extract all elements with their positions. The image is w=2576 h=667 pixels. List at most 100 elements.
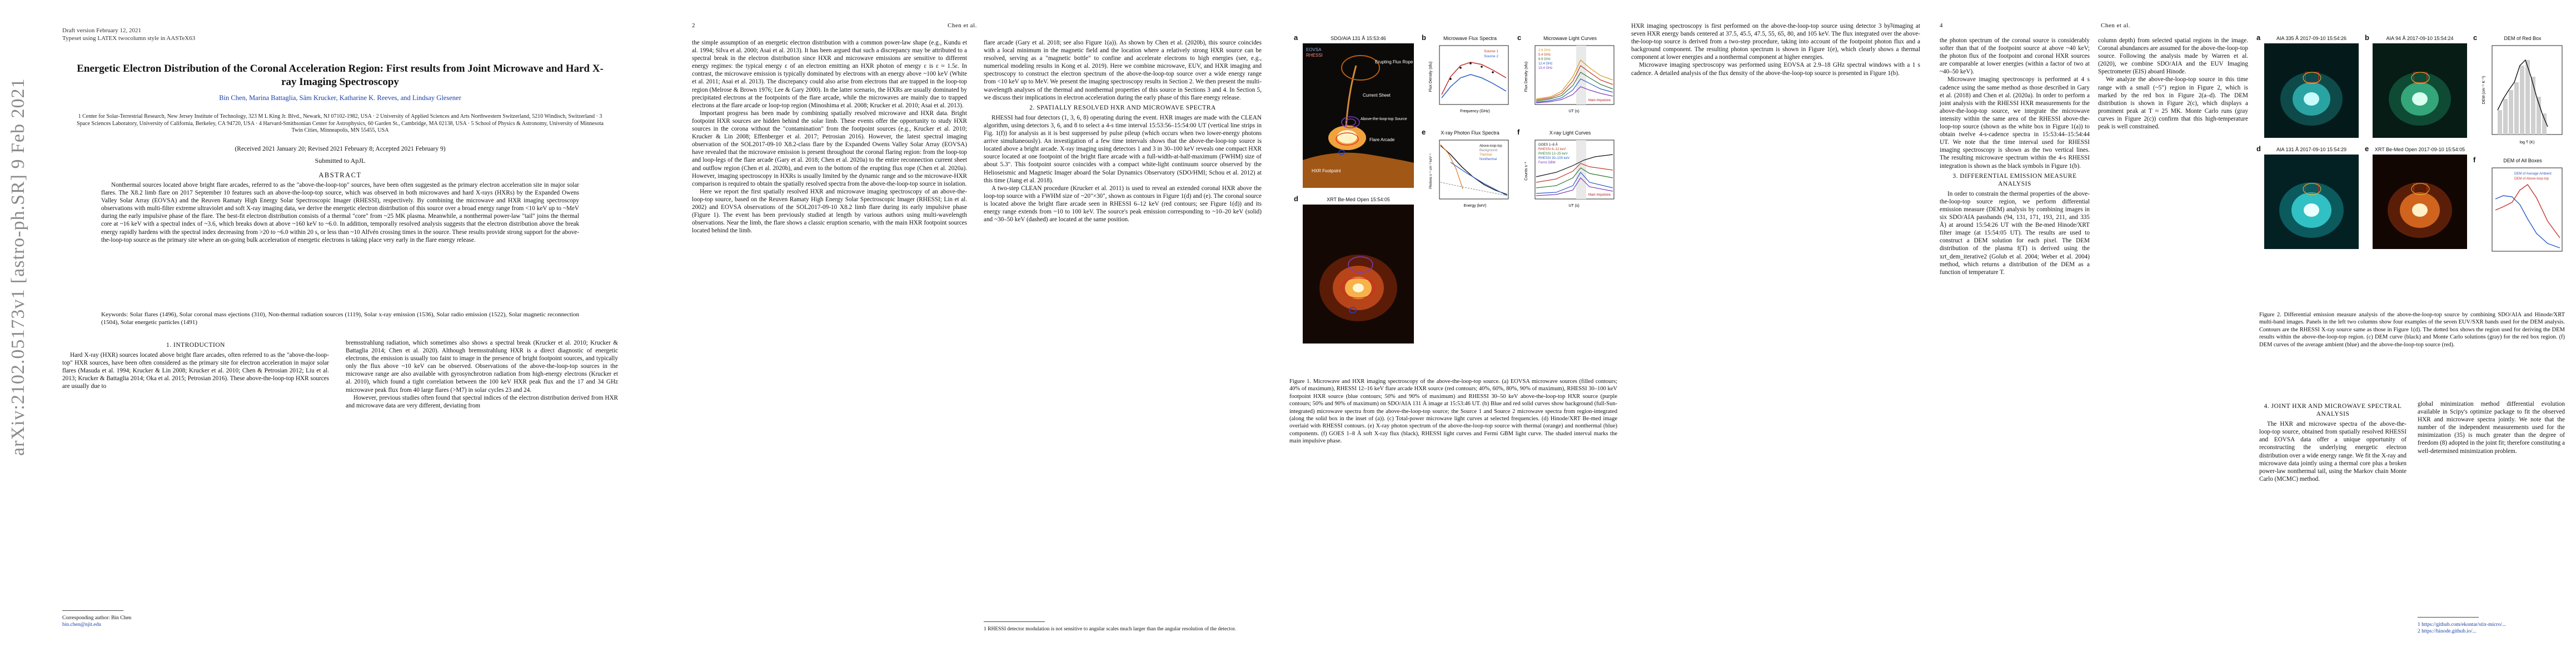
figure-1-caption: Figure 1. Microwave and HXR imaging spec…	[1289, 379, 1617, 445]
draft-version: Draft version February 12, 2021	[62, 27, 142, 34]
panel-b-legend-1: Source 1	[1484, 49, 1498, 53]
page4-paragraph-2: Microwave imaging spectroscopy is perfor…	[1940, 76, 2090, 170]
section-2-paragraph-2: A two-step CLEAN procedure (Krucker et a…	[984, 185, 1262, 223]
page4-column-2: column depth) from selected spatial regi…	[2098, 37, 2248, 131]
page-2: 2 Chen et al. the simple assumption of a…	[681, 0, 1284, 667]
fig2-panel-d-image	[2264, 155, 2359, 249]
label-eovsa: EOVSA	[1306, 47, 1322, 52]
section-3-heading: 3. DIFFERENTIAL EMISSION MEASURE ANALYSI…	[1952, 172, 2077, 187]
section-4-paragraph: The HXR and microwave spectra of the abo…	[2259, 421, 2406, 482]
footnote-link-1[interactable]: 1 https://github.com/ekontar/stix-micro/…	[2418, 622, 2507, 628]
abstract-text: Nonthermal sources located above bright …	[101, 182, 579, 243]
author-names[interactable]: Bin Chen, Marina Battaglia, Säm Krucker,…	[219, 94, 461, 102]
page4-column-4: global minimization method differential …	[2418, 400, 2565, 455]
fig2-panel-e-label: e	[2365, 145, 2369, 153]
panel-a-label: a	[1294, 33, 1298, 42]
paper-title: Energetic Electron Distribution of the C…	[77, 63, 604, 88]
draft-header: Draft version February 12, 2021 Typeset …	[62, 27, 195, 42]
corresponding-email-link[interactable]: bin.chen@njit.edu	[62, 622, 101, 628]
footnotes: 1 https://github.com/ekontar/stix-micro/…	[2418, 621, 2565, 635]
panel-d-image	[1303, 205, 1414, 344]
footnote-link-2[interactable]: 2 https://hinode.github.io/...	[2418, 629, 2477, 634]
running-head: Chen et al.	[2101, 22, 2130, 29]
keywords: Keywords: Solar flares (1496), Solar cor…	[101, 311, 579, 326]
page-1: Draft version February 12, 2021 Typeset …	[40, 0, 645, 667]
section-2-heading: 2. SPATIALLY RESOLVED HXR AND MICROWAVE …	[1029, 104, 1216, 111]
label-hxr-footpoint: HXR Footpoint	[1312, 168, 1341, 173]
footnote: 1 RHESSI detector modulation is not sens…	[984, 626, 1236, 632]
figure-2: a AIA 335 Å 2017-09-10 15:54:26 b AIA 94…	[2256, 33, 2568, 300]
page2-column-1: the simple assumption of an energetic el…	[692, 39, 967, 235]
page2-paragraph-4: flare arcade (Gary et al. 2018; see also…	[984, 39, 1262, 101]
label-above-loop-top: Above-the-loop-top Source	[1361, 117, 1407, 121]
arxiv-stamp-text: arXiv:2102.05173v1 [astro-ph.SR] 9 Feb 2…	[8, 78, 28, 456]
panel-e-legend-1: Above-loop-top	[1479, 145, 1502, 148]
arxiv-stamp: arXiv:2102.05173v1 [astro-ph.SR] 9 Feb 2…	[4, 72, 28, 461]
page3-paragraph-1: HXR imaging spectroscopy is first perfor…	[1631, 23, 1920, 61]
panel-e-xlabel: Energy (keV)	[1464, 204, 1487, 208]
panel-c-chart: 2.9 GHz 5.4 GHz 8.9 GHz 12.4 GHz 15.4 GH…	[1524, 45, 1615, 113]
intro-heading: 1. INTRODUCTION	[166, 342, 225, 349]
panel-c-xlabel: UT (s)	[1568, 109, 1579, 113]
page2-paragraph-1: the simple assumption of an energetic el…	[692, 39, 967, 109]
page4-paragraph-5: global minimization method differential …	[2418, 401, 2565, 455]
figure-1: a SDO/AIA 131 Å 15:53:46 Erupting Flux R…	[1289, 33, 1617, 372]
panel-e-legend-2: Background	[1479, 149, 1497, 152]
panel-e-title: X-ray Photon Flux Spectra	[1441, 130, 1499, 136]
intro-paragraph-1: Hard X-ray (HXR) sources located above b…	[62, 352, 329, 390]
panel-f-title: X-ray Light Curves	[1549, 130, 1591, 136]
fig2-panel-c-label: c	[2473, 33, 2478, 42]
panel-e-chart: Above-loop-top Background Thermal Nonthe…	[1429, 140, 1509, 208]
panel-f-legend-3: RHESSI 12–25 keV	[1538, 152, 1568, 156]
fig2-panel-a-image	[2264, 43, 2359, 138]
page4-paragraph-3: column depth) from selected spatial regi…	[2098, 37, 2248, 76]
intro-paragraph-2: bremsstrahlung radiation, which sometime…	[346, 340, 618, 394]
page3-paragraph-2: Microwave imaging spectroscopy was perfo…	[1631, 62, 1920, 77]
panel-b-legend-2: Source 2	[1484, 54, 1498, 58]
section-3-paragraph: In order to constrain the thermal proper…	[1940, 190, 2090, 276]
footnote-rule	[2418, 617, 2479, 618]
panel-f-label: f	[1517, 128, 1520, 136]
affiliations: 1 Center for Solar-Terrestrial Research,…	[77, 113, 604, 133]
panel-e-legend-4: Nonthermal	[1479, 158, 1497, 161]
intro-paragraph-3: However, previous studies often found th…	[346, 394, 618, 409]
panel-e-ylabel: Photons s⁻¹ cm⁻² keV⁻¹	[1429, 153, 1433, 189]
page4-column-3: 4. JOINT HXR AND MICROWAVE SPECTRAL ANAL…	[2259, 400, 2406, 483]
label-current-sheet: Current Sheet	[1363, 93, 1391, 98]
label-flare-arcade: Flare Arcade	[1369, 137, 1395, 142]
page2-column-2: flare arcade (Gary et al. 2018; see also…	[984, 39, 1262, 223]
page-number: 2	[692, 22, 695, 29]
label-rhessi: RHESSI	[1306, 53, 1323, 58]
fig2-panel-d-label: d	[2256, 145, 2261, 153]
panel-b-xlabel: Frequency (GHz)	[1460, 109, 1490, 113]
panel-c-ylabel: Flux Density (sfu)	[1524, 62, 1528, 92]
panel-c-annotation: Main Impulsive	[1588, 99, 1611, 102]
label-erupting-flux-rope: Erupting Flux Rope	[1375, 59, 1413, 64]
fig2-panel-f-legend-2: DEM of Above-loop-top	[2514, 177, 2549, 181]
panel-b-title: Microwave Flux Spectra	[1443, 36, 1497, 41]
panel-f-legend-2: RHESSI 6–12 keV	[1538, 148, 1566, 151]
fig2-panel-b-image	[2373, 43, 2467, 138]
page3-column-2: HXR imaging spectroscopy is first perfor…	[1631, 22, 1920, 77]
received-dates: (Received 2021 January 20; Revised 2021 …	[235, 146, 446, 152]
figure-2-caption: Figure 2. Differential emission measure …	[2259, 312, 2565, 348]
panel-f-legend-4: RHESSI 30–100 keV	[1538, 157, 1569, 160]
typeset-line: Typeset using LATEX twocolumn style in A…	[62, 35, 196, 42]
section-4-heading: 4. JOINT HXR AND MICROWAVE SPECTRAL ANAL…	[2264, 403, 2402, 418]
panel-c-legend-2: 5.4 GHz	[1538, 53, 1551, 57]
fig2-panel-b-title: AIA 94 Å 2017-09-10 15:54:24	[2386, 36, 2454, 41]
panel-a-title: SDO/AIA 131 Å 15:53:46	[1331, 36, 1386, 41]
panel-f-annotation: Main Impulsive	[1588, 193, 1611, 197]
panel-c-legend-4: 12.4 GHz	[1538, 62, 1552, 66]
panel-b-chart: Frequency (GHz) Flux Density (sfu) Sourc…	[1429, 45, 1509, 113]
running-head: Chen et al.	[948, 22, 977, 29]
author-list[interactable]: Bin Chen, Marina Battaglia, Säm Krucker,…	[62, 93, 618, 102]
fig2-panel-f-chart: DEM of Average Ambient DEM of Above-loop…	[2492, 167, 2563, 252]
section-2-paragraph-1: RHESSI had four detectors (1, 3, 6, 8) o…	[984, 114, 1262, 184]
fig2-panel-a-title: AIA 335 Å 2017-09-10 15:54:26	[2276, 36, 2347, 41]
fig2-panel-f-legend-1: DEM of Average Ambient	[2514, 172, 2552, 176]
panel-c-legend-5: 15.4 GHz	[1538, 67, 1552, 70]
panel-e-label: e	[1422, 128, 1426, 136]
fig2-panel-f-title: DEM of All Boxes	[2503, 158, 2542, 163]
panel-b-ylabel: Flux Density (sfu)	[1429, 62, 1433, 92]
